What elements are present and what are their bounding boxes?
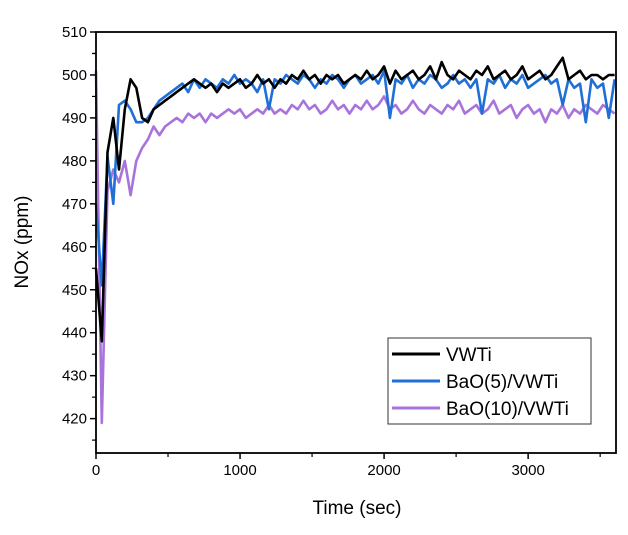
legend-label-bao5: BaO(5)/VWTi — [446, 372, 558, 393]
y-tick-label: 500 — [62, 67, 87, 84]
x-tick-label: 0 — [92, 462, 100, 479]
y-tick-label: 490 — [62, 110, 87, 127]
y-tick-label: 470 — [62, 196, 87, 213]
x-tick-label: 3000 — [511, 462, 544, 479]
legend-label-bao10: BaO(10)/VWTi — [446, 399, 569, 420]
y-tick-label: 480 — [62, 153, 87, 170]
y-axis-label: NOx (ppm) — [12, 196, 33, 289]
series-line-bao-5-vwti — [94, 69, 616, 287]
legend: VWTi BaO(5)/VWTi BaO(10)/VWTi — [387, 337, 592, 425]
legend-label-vwti: VWTi — [446, 345, 492, 366]
x-tick-label: 1000 — [223, 462, 256, 479]
y-tick-label: 440 — [62, 325, 87, 342]
series-line-bao-10-vwti — [94, 70, 616, 425]
y-tick-label: 430 — [62, 368, 87, 385]
series-line-vwti — [94, 56, 615, 343]
x-axis-label: Time (sec) — [312, 498, 401, 519]
y-tick-label: 450 — [62, 282, 87, 299]
y-tick-label: 420 — [62, 411, 87, 428]
y-tick-label: 460 — [62, 239, 87, 256]
y-tick-label: 510 — [62, 24, 87, 41]
plot-frame — [95, 31, 617, 454]
x-tick-label: 2000 — [367, 462, 400, 479]
